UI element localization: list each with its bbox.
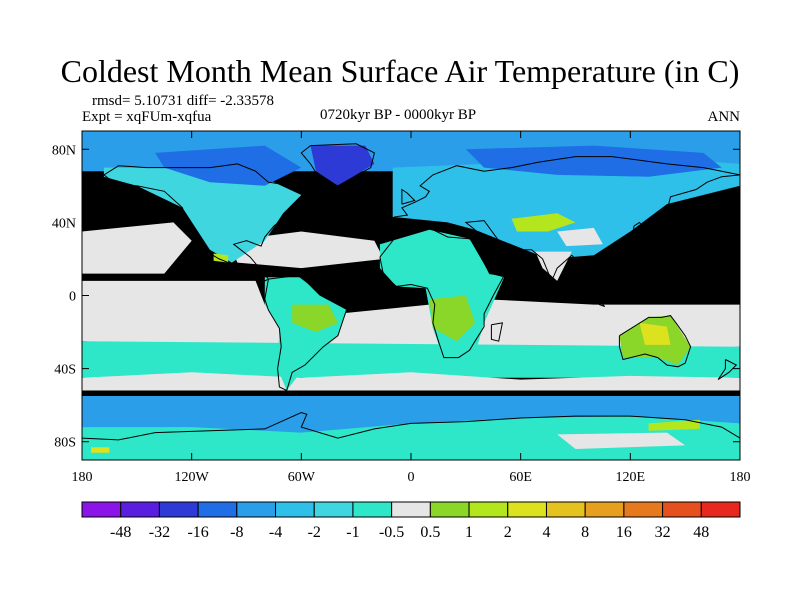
lon-tick-label: 120W <box>175 470 210 485</box>
colorbar-swatch <box>237 502 276 517</box>
colorbar: -48 -32 -16 -8 -4 -2 -1 -0.5 0.5 1 2 4 8 16 32 48 <box>82 502 740 541</box>
colorbar-swatch <box>276 502 315 517</box>
lat-tick-label: 40N <box>52 216 76 231</box>
lon-tick-label: 120E <box>616 470 646 485</box>
colorbar-label: 32 <box>655 524 671 541</box>
lat-tick-label: 0 <box>69 290 76 305</box>
colorbar-label: -32 <box>149 524 170 541</box>
colorbar-label: 1 <box>465 524 473 541</box>
colorbar-swatch <box>392 502 431 517</box>
colorbar-label: 4 <box>542 524 550 541</box>
colorbar-label: -0.5 <box>379 524 404 541</box>
colorbar-swatch <box>121 502 160 517</box>
lon-tick-label: 180 <box>730 470 751 485</box>
colorbar-swatch <box>314 502 353 517</box>
colorbar-label: 0.5 <box>420 524 440 541</box>
colorbar-swatch <box>82 502 121 517</box>
map-figure: 80N40N040S80S180 120W 60W 0 60E 120E 180 -48 -3… <box>0 0 800 600</box>
lat-tick-label: 40S <box>54 363 76 378</box>
lon-tick-label: 180 <box>72 470 93 485</box>
lat-tick-label: 80N <box>52 143 76 158</box>
colorbar-swatch <box>159 502 198 517</box>
antarctica-warm-patch-a <box>91 447 109 453</box>
colorbar-swatch <box>198 502 237 517</box>
colorbar-label: -1 <box>346 524 359 541</box>
colorbar-swatch <box>701 502 740 517</box>
colorbar-swatch <box>469 502 508 517</box>
lat-tick-label: 80S <box>54 436 76 451</box>
colorbar-label: 48 <box>693 524 709 541</box>
colorbar-label: -4 <box>269 524 282 541</box>
colorbar-swatch <box>663 502 702 517</box>
colorbar-label: -2 <box>308 524 321 541</box>
colorbar-label: 8 <box>581 524 589 541</box>
lon-tick-label: 60W <box>288 470 316 485</box>
map-plot-area <box>82 131 740 460</box>
colorbar-swatch <box>353 502 392 517</box>
lon-tick-label: 60E <box>509 470 532 485</box>
colorbar-label: 2 <box>504 524 512 541</box>
colorbar-swatch <box>546 502 585 517</box>
colorbar-label: -16 <box>187 524 208 541</box>
colorbar-swatch <box>508 502 547 517</box>
colorbar-swatch <box>430 502 469 517</box>
colorbar-label: 16 <box>616 524 632 541</box>
colorbar-swatch <box>585 502 624 517</box>
lon-tick-label: 0 <box>408 470 415 485</box>
colorbar-swatch <box>624 502 663 517</box>
colorbar-label: -8 <box>230 524 243 541</box>
colorbar-label: -48 <box>110 524 131 541</box>
